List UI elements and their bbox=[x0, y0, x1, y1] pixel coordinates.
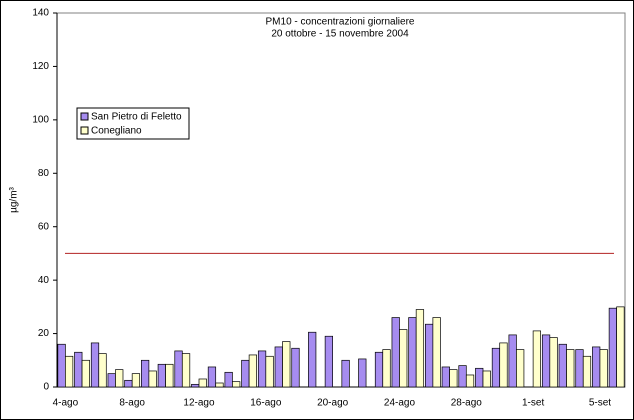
bar bbox=[441, 366, 450, 388]
bar bbox=[408, 317, 417, 388]
bar bbox=[198, 378, 207, 388]
x-tick-label: 1-set bbox=[522, 398, 544, 409]
y-tick-label: 20 bbox=[38, 328, 50, 339]
bar bbox=[599, 349, 608, 388]
bar bbox=[265, 355, 274, 388]
bar bbox=[98, 353, 107, 388]
legend-box bbox=[76, 107, 190, 140]
bar bbox=[291, 347, 300, 388]
legend-label: Conegliano bbox=[91, 126, 142, 137]
plot-area bbox=[56, 12, 626, 388]
bar bbox=[181, 353, 191, 388]
bar bbox=[241, 359, 250, 388]
x-tick-label: 12-ago bbox=[183, 398, 215, 409]
bar bbox=[391, 317, 400, 388]
bar bbox=[115, 369, 124, 388]
bar bbox=[358, 358, 367, 388]
y-tick-label: 60 bbox=[38, 221, 50, 232]
legend-swatch bbox=[80, 126, 89, 135]
bar bbox=[81, 359, 90, 388]
bar bbox=[131, 373, 141, 388]
bar bbox=[57, 343, 66, 388]
bar bbox=[499, 342, 508, 388]
bar bbox=[382, 349, 391, 388]
bar bbox=[508, 334, 517, 388]
y-tick-label: 140 bbox=[32, 8, 49, 19]
bar bbox=[465, 374, 475, 388]
bar bbox=[341, 359, 350, 388]
bar bbox=[141, 359, 150, 388]
bar bbox=[224, 371, 233, 388]
bar bbox=[616, 306, 625, 388]
bar bbox=[165, 363, 174, 388]
bar bbox=[491, 347, 501, 388]
bar bbox=[415, 309, 425, 388]
x-tick-label: 24-ago bbox=[384, 398, 416, 409]
y-axis-label: µg/m³ bbox=[9, 186, 20, 212]
x-tick-label: 16-ago bbox=[250, 398, 282, 409]
bar bbox=[257, 350, 267, 388]
chart-title: PM10 - concentrazioni giornaliere bbox=[266, 17, 415, 28]
x-tick-label: 5-set bbox=[589, 398, 611, 409]
y-tick-label: 100 bbox=[32, 114, 49, 125]
bar bbox=[532, 330, 541, 388]
y-tick-label: 80 bbox=[38, 168, 50, 179]
bar bbox=[482, 370, 491, 388]
y-tick-label: 40 bbox=[38, 275, 50, 286]
bar bbox=[458, 365, 467, 388]
legend-swatch bbox=[80, 112, 89, 121]
bar bbox=[74, 351, 83, 388]
legend: San Pietro di Feletto Conegliano bbox=[76, 107, 190, 140]
bar bbox=[549, 337, 558, 388]
bar bbox=[65, 355, 74, 388]
x-tick-label: 8-ago bbox=[119, 398, 145, 409]
bar bbox=[308, 331, 317, 388]
bar bbox=[274, 346, 283, 388]
bar bbox=[575, 349, 584, 388]
bar bbox=[592, 346, 601, 388]
bar bbox=[541, 334, 551, 388]
bar bbox=[157, 363, 166, 388]
bar bbox=[215, 382, 224, 388]
bar bbox=[324, 335, 333, 388]
bar bbox=[282, 341, 291, 388]
bar bbox=[449, 369, 458, 388]
y-tick-label: 0 bbox=[43, 382, 49, 393]
bar bbox=[608, 307, 617, 388]
bar bbox=[432, 317, 441, 388]
bar bbox=[516, 349, 525, 388]
bar bbox=[399, 329, 408, 388]
bar bbox=[425, 323, 434, 388]
bar bbox=[191, 383, 200, 388]
bar bbox=[232, 381, 241, 388]
bar bbox=[558, 343, 567, 388]
bar bbox=[148, 370, 157, 388]
bar bbox=[174, 350, 183, 388]
x-tick-label: 4-ago bbox=[53, 398, 79, 409]
x-tick-label: 28-ago bbox=[451, 398, 483, 409]
x-tick-label: 20-ago bbox=[317, 398, 349, 409]
y-tick-label: 120 bbox=[32, 61, 49, 72]
bar bbox=[566, 349, 575, 388]
bar bbox=[374, 351, 384, 388]
bar bbox=[248, 354, 257, 388]
chart-subtitle: 20 ottobre - 15 novembre 2004 bbox=[271, 29, 409, 40]
bar bbox=[124, 379, 133, 388]
bar bbox=[582, 355, 592, 388]
bar bbox=[475, 367, 484, 388]
bar bbox=[207, 366, 217, 388]
bar bbox=[107, 373, 116, 388]
legend-label: San Pietro di Feletto bbox=[91, 112, 182, 123]
bar bbox=[90, 342, 100, 388]
